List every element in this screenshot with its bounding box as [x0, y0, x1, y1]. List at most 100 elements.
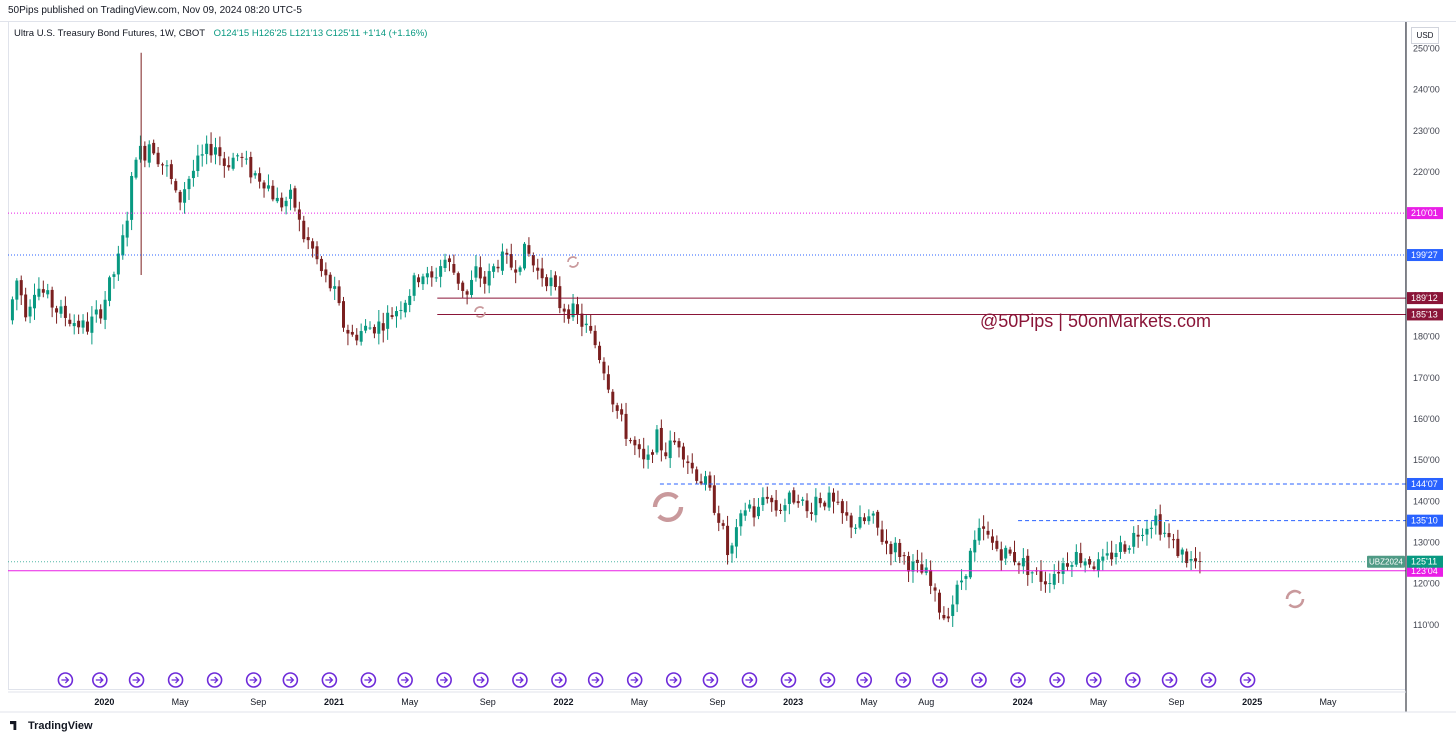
candle-body	[1057, 571, 1061, 574]
candle-body	[712, 485, 716, 513]
event-marker-icon[interactable]	[1049, 672, 1065, 688]
candle-body	[1004, 547, 1008, 559]
candle-body	[147, 144, 151, 163]
candle-body	[1017, 563, 1021, 566]
event-marker-icon[interactable]	[57, 672, 74, 688]
candle-body	[951, 604, 955, 616]
x-tick-label: Sep	[250, 697, 266, 707]
candle-body	[606, 374, 610, 390]
candle-body	[271, 185, 275, 200]
x-tick-label: Sep	[480, 697, 496, 707]
candle-body	[589, 325, 593, 331]
candle-body	[161, 164, 165, 166]
currency-button[interactable]: USD	[1411, 27, 1439, 44]
event-marker-icon[interactable]	[473, 672, 489, 688]
candle-body	[871, 513, 875, 516]
event-marker-icon[interactable]	[282, 672, 299, 688]
event-marker-icon[interactable]	[702, 672, 719, 688]
event-marker-icon[interactable]	[971, 672, 987, 688]
x-tick-label: May	[631, 697, 649, 707]
event-marker-icon[interactable]	[856, 672, 873, 688]
reload-icon[interactable]	[567, 256, 579, 268]
candle-body	[1171, 539, 1175, 541]
price-level-tag	[1407, 514, 1443, 527]
candle-body	[324, 269, 328, 276]
event-marker-icon[interactable]	[626, 672, 643, 688]
event-marker-icon[interactable]	[1239, 672, 1256, 688]
event-marker-icon[interactable]	[397, 672, 413, 688]
event-marker-icon[interactable]	[321, 672, 338, 688]
candle-body	[85, 321, 89, 332]
candle-body	[461, 282, 465, 291]
candle-body	[174, 181, 178, 191]
event-marker-icon[interactable]	[1010, 672, 1026, 688]
candle-body	[456, 273, 460, 284]
reload-icon[interactable]	[474, 306, 486, 318]
event-marker-icon[interactable]	[932, 672, 948, 688]
event-marker-icon[interactable]	[1086, 672, 1102, 688]
tradingview-logo[interactable]: TradingView	[10, 720, 93, 732]
candle-body	[818, 498, 822, 504]
candle-body	[297, 209, 301, 220]
symbol-legend: Ultra U.S. Treasury Bond Futures, 1W, CB…	[14, 28, 427, 39]
event-marker-icon[interactable]	[780, 672, 797, 688]
event-marker-icon[interactable]	[741, 672, 758, 688]
event-marker-icon[interactable]	[128, 672, 145, 688]
candle-body	[867, 516, 871, 522]
event-marker-icon[interactable]	[436, 672, 452, 688]
candle-body	[412, 275, 416, 296]
candle-body	[823, 502, 827, 507]
candle-body	[911, 561, 915, 572]
symbol-title: Ultra U.S. Treasury Bond Futures, 1W, CB…	[14, 28, 205, 39]
event-marker-icon[interactable]	[1161, 672, 1178, 688]
candle-body	[284, 200, 288, 207]
candle-body	[558, 286, 562, 309]
candle-body	[1149, 527, 1153, 529]
event-marker-icon[interactable]	[206, 672, 223, 688]
reload-icon[interactable]	[652, 492, 684, 522]
candle-body	[364, 325, 368, 331]
event-marker-icon[interactable]	[551, 672, 567, 688]
candle-body	[1105, 553, 1109, 556]
candle-body	[893, 542, 897, 553]
symbol-tag-label: UBZ2024	[1369, 558, 1403, 567]
x-tick-label: 2023	[783, 697, 803, 707]
candle-body	[505, 252, 509, 255]
event-marker-icon[interactable]	[360, 672, 377, 688]
event-marker-icon[interactable]	[512, 672, 528, 688]
candle-body	[977, 527, 981, 541]
event-marker-icon[interactable]	[1125, 672, 1141, 688]
event-marker-icon[interactable]	[819, 672, 836, 688]
y-tick-label: 170'00	[1413, 373, 1440, 383]
reload-icon[interactable]	[1285, 589, 1305, 609]
candle-body	[1176, 538, 1180, 557]
candle-body	[902, 555, 906, 557]
event-marker-icon[interactable]	[587, 672, 604, 688]
candle-body	[779, 509, 783, 511]
candle-body	[37, 288, 41, 297]
y-tick-label: 120'00	[1413, 579, 1440, 589]
event-marker-icon[interactable]	[895, 672, 912, 688]
last-price-tag	[1407, 555, 1443, 568]
candle-body	[1141, 534, 1145, 536]
candle-body	[90, 316, 94, 333]
candle-body	[483, 276, 487, 284]
event-marker-icon[interactable]	[1200, 672, 1217, 688]
candle-body	[108, 277, 112, 301]
candle-body	[134, 159, 138, 178]
event-marker-icon[interactable]	[665, 672, 682, 688]
candle-body	[28, 306, 32, 317]
candle-body	[1092, 566, 1096, 569]
candle-body	[832, 492, 836, 502]
candle-body	[999, 549, 1003, 561]
candle-body	[889, 543, 893, 555]
candle-body	[191, 170, 195, 179]
candle-body	[730, 545, 734, 554]
candle-body	[690, 462, 694, 469]
event-marker-icon[interactable]	[167, 672, 184, 688]
event-marker-icon[interactable]	[92, 672, 108, 688]
footer: TradingView	[0, 712, 1456, 740]
price-level-label: 123'04	[1411, 566, 1438, 576]
event-marker-icon[interactable]	[245, 672, 262, 688]
